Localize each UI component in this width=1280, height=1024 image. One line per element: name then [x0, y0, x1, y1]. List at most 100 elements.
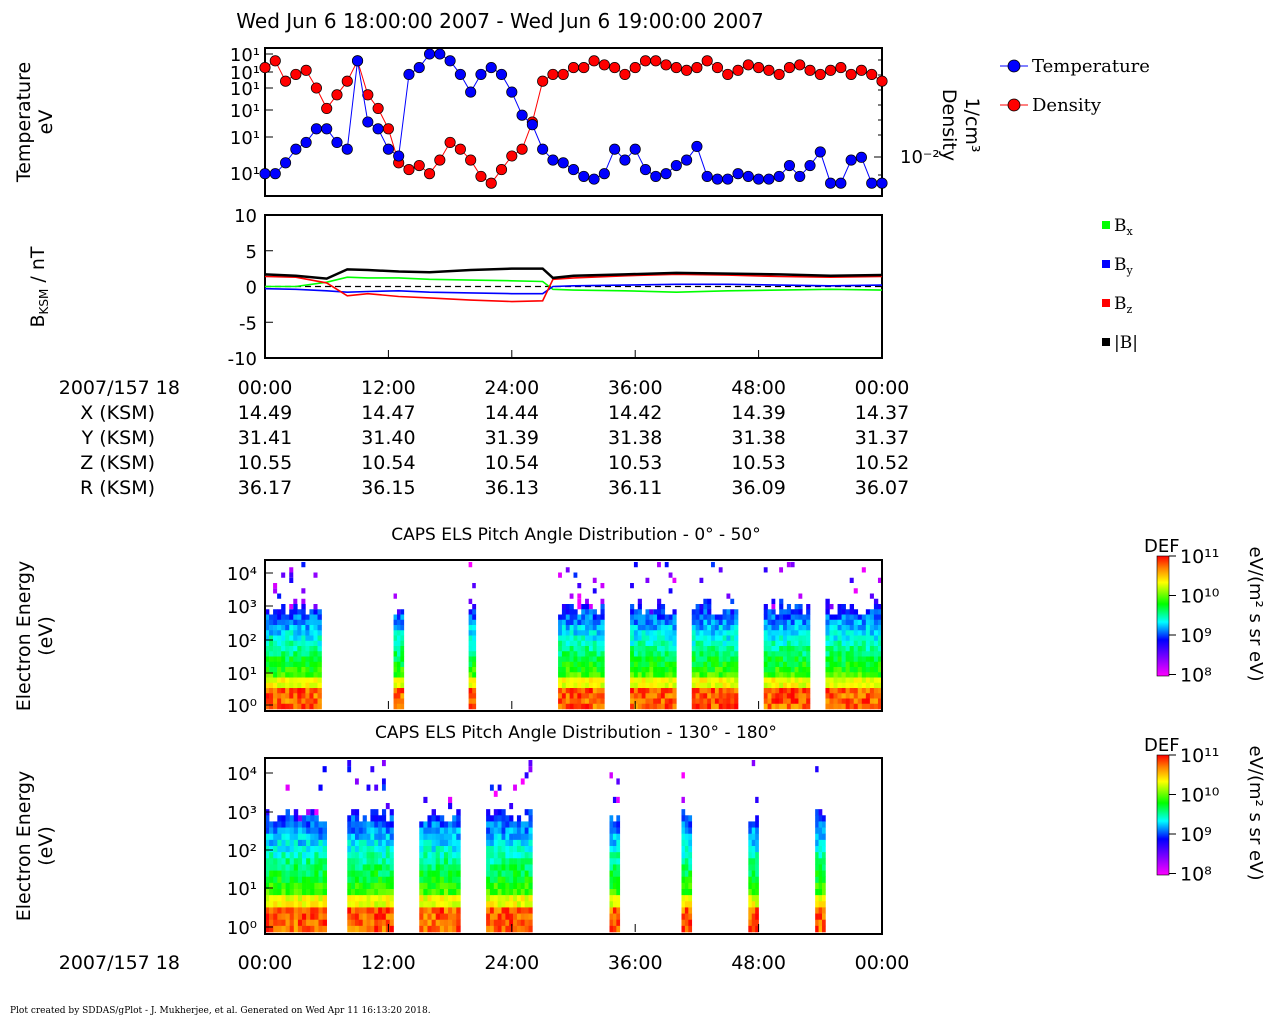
- spectrogram-cell: [427, 821, 432, 828]
- spectrogram-cell: [825, 672, 830, 678]
- spectrogram-cell: [443, 925, 449, 933]
- spectrogram-cell: [825, 614, 830, 621]
- spectrogram-cell: [366, 833, 371, 841]
- spectrogram-cell: [573, 693, 578, 699]
- spectrogram-cell: [865, 667, 871, 673]
- spectrogram-cell: [873, 651, 879, 657]
- spectrogram-cell: [783, 698, 788, 705]
- spectrogram-cell: [378, 876, 383, 884]
- spectrogram-cell: [509, 846, 514, 853]
- spectrogram-cell: [755, 839, 759, 847]
- spectrogram-cell: [857, 640, 863, 647]
- spectrogram-cell: [289, 693, 294, 699]
- spectrogram-cell: [561, 619, 567, 626]
- spectrogram-cell: [378, 925, 383, 933]
- spectrogram-cell: [790, 703, 795, 710]
- spectrogram-cell: [763, 667, 768, 673]
- spectrogram-cell: [374, 846, 379, 853]
- spectrogram-cell: [265, 895, 270, 902]
- spectrogram-cell: [269, 925, 274, 933]
- spectrogram-cell: [358, 852, 363, 859]
- spectrogram-cell: [265, 852, 270, 859]
- spectrogram-cell: [314, 839, 319, 847]
- moments-legend: Temperature Density: [1000, 56, 1150, 116]
- spectrogram-cell: [664, 703, 669, 710]
- spectrogram-cell: [362, 901, 367, 908]
- spectrogram-cell: [783, 651, 788, 657]
- spectrogram-cell: [297, 635, 302, 642]
- spectrogram-cell: [558, 572, 562, 578]
- spectrogram-cell: [588, 609, 594, 615]
- spectrogram-cell: [865, 619, 871, 626]
- spectrogram-cell: [684, 846, 689, 853]
- spectrogram-cell: [293, 870, 299, 878]
- spectrogram-cell: [790, 693, 795, 699]
- spectrogram-cell: [354, 925, 360, 933]
- spectrogram-cell: [815, 919, 819, 927]
- spectrogram-cell: [322, 925, 327, 933]
- time-tick-label: 00:00: [238, 377, 293, 399]
- spectrogram-cell: [439, 901, 445, 908]
- spectrogram-cell: [452, 895, 457, 902]
- spectrogram-cell: [684, 833, 689, 841]
- spectrogram-cell: [711, 656, 716, 663]
- spectrogram-cell: [289, 815, 295, 822]
- spectrogram-cell: [366, 907, 371, 914]
- spectrogram-cell: [497, 889, 502, 896]
- temperature-point: [855, 151, 867, 163]
- spectrogram-cell: [322, 827, 327, 835]
- spectrogram-cell: [396, 677, 401, 684]
- spectrogram-cell: [313, 682, 318, 689]
- spectrogram-cell: [818, 827, 823, 835]
- spectrogram-cell: [314, 901, 319, 908]
- spectrogram-cell: [381, 821, 387, 828]
- spectrogram-cell: [443, 821, 449, 828]
- spectrogram-cell: [841, 646, 846, 652]
- spectrogram-cell: [269, 625, 274, 631]
- spectrogram-cell: [378, 852, 383, 859]
- spectrogram-cell: [289, 625, 294, 631]
- spectrogram-cell: [277, 593, 282, 599]
- spectrogram-cell: [277, 815, 282, 822]
- bottom-time-tick-label: 00:00: [855, 952, 910, 974]
- spectrogram-cell: [354, 821, 360, 828]
- spectrogram-cell: [366, 889, 371, 896]
- spectrogram-cell: [825, 598, 830, 605]
- spectrogram-cell: [389, 858, 394, 865]
- spectrogram-cell: [653, 635, 658, 642]
- spectrogram-cell: [806, 682, 811, 689]
- spectrogram-cell: [699, 698, 704, 705]
- spectrogram-cell: [565, 703, 570, 710]
- spectrogram-cell: [703, 672, 708, 678]
- spectrogram-cell: [354, 778, 359, 785]
- spectrogram-cell: [672, 646, 677, 652]
- spectrogram-cell: [318, 839, 323, 847]
- spectrogram-cell: [322, 919, 327, 927]
- spectrogram-cell: [277, 907, 282, 914]
- moments-left-tick-label: 10¹: [230, 101, 260, 122]
- spectrogram-cell: [393, 635, 398, 642]
- spectrogram-cell: [877, 604, 883, 610]
- density-point: [403, 164, 415, 176]
- spectrogram-cell: [861, 703, 867, 710]
- spectrogram-ytick-label: 10⁴: [227, 564, 257, 585]
- spectrogram-cell: [668, 677, 673, 684]
- spectrogram-cell: [472, 630, 477, 636]
- spectrogram-cell: [633, 698, 639, 705]
- spectrogram-cell: [281, 827, 286, 835]
- spectrogram-cell: [825, 693, 830, 699]
- spectrogram-cell: [630, 688, 635, 694]
- spectrogram-cell: [849, 614, 855, 621]
- spectrogram-cell: [569, 640, 574, 647]
- spectrogram-cell: [815, 876, 819, 884]
- spectrogram-cell: [265, 839, 270, 847]
- spectrogram-cell: [435, 870, 441, 878]
- spectrogram-cell: [616, 852, 621, 859]
- spectrogram-cell: [354, 901, 360, 908]
- ephemeris-row-label: X (KSM): [80, 402, 155, 424]
- spectrogram-cell: [313, 614, 318, 621]
- spectrogram-cell: [520, 852, 525, 859]
- temperature-point: [732, 168, 744, 180]
- spectrogram-cell: [472, 640, 477, 647]
